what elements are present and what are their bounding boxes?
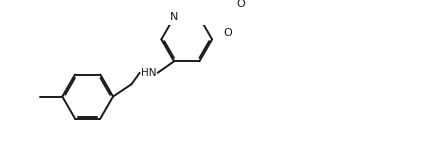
Text: HN: HN <box>141 68 156 78</box>
Text: N: N <box>170 12 178 22</box>
Text: O: O <box>224 28 232 38</box>
Text: O: O <box>237 0 246 9</box>
